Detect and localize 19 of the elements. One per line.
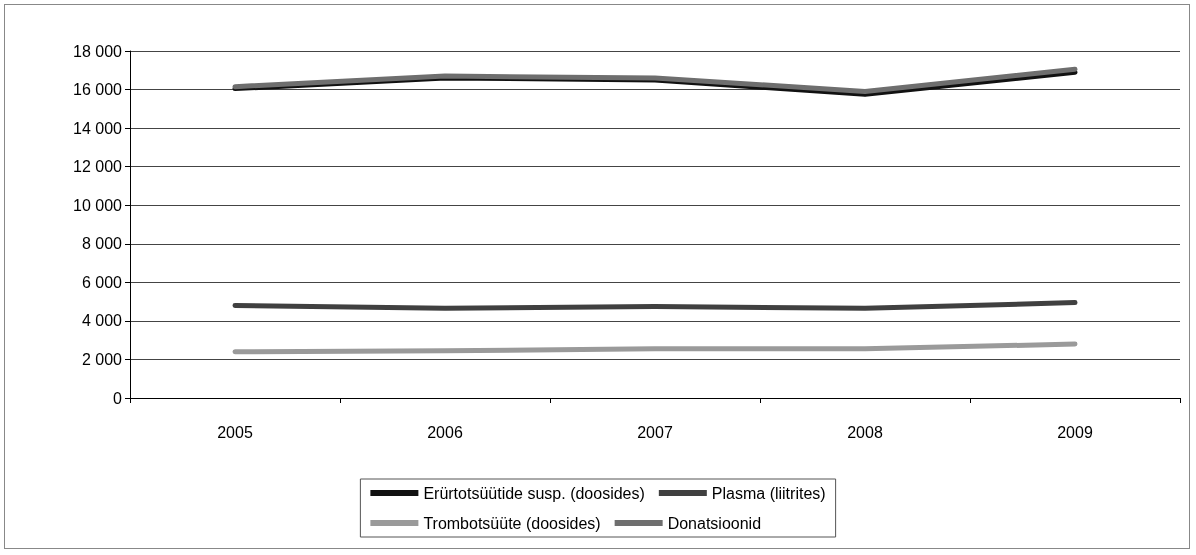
legend-label: Trombotsüüte (doosides) <box>423 514 601 532</box>
x-tick-label: 2007 <box>637 423 673 441</box>
y-tick-label: 18 000 <box>73 42 123 60</box>
y-tick-label: 4 000 <box>81 312 123 330</box>
legend-label: Erürtotsüütide susp. (doosides) <box>423 484 645 502</box>
y-tick-label: 6 000 <box>81 273 123 291</box>
x-tick-label: 2006 <box>427 423 463 441</box>
y-tick-label: 8 000 <box>81 235 123 253</box>
x-tick-label: 2005 <box>217 423 253 441</box>
y-tick-label: 14 000 <box>73 119 123 137</box>
y-tick-label: 16 000 <box>73 81 123 99</box>
legend-label: Donatsioonid <box>667 514 762 532</box>
x-tick-label: 2008 <box>847 423 883 441</box>
y-tick-label: 10 000 <box>73 196 123 214</box>
legend-label: Plasma (liitrites) <box>711 484 826 502</box>
x-tick-label: 2009 <box>1057 423 1093 441</box>
y-tick-label: 12 000 <box>73 158 123 176</box>
y-tick-label: 0 <box>113 389 123 407</box>
y-tick-label: 2 000 <box>81 350 123 368</box>
